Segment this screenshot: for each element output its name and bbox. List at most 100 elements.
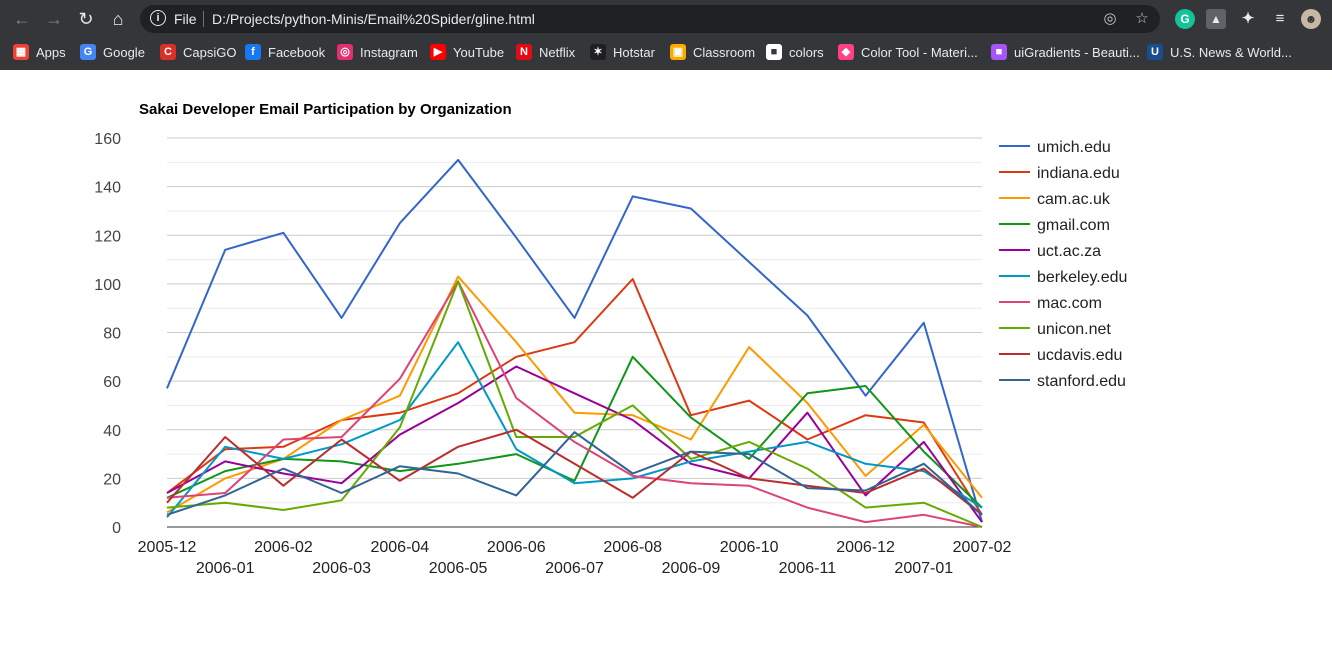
data-point-stanford-edu[interactable]: [688, 449, 694, 455]
data-point-cam-ac-uk[interactable]: [572, 410, 578, 416]
series-line-stanford-edu[interactable]: [166, 431, 983, 516]
series-line-gmail-com[interactable]: [166, 355, 983, 509]
data-point-gmail-com[interactable]: [455, 461, 461, 467]
data-point-berkeley-edu[interactable]: [513, 446, 519, 452]
home-icon[interactable]: ⌂: [112, 8, 124, 29]
media-queue-icon[interactable]: ≡: [1275, 10, 1285, 27]
data-point-mac-com[interactable]: [688, 480, 694, 486]
data-point-umich-edu[interactable]: [164, 385, 170, 391]
data-point-cam-ac-uk[interactable]: [804, 400, 810, 406]
grammarly-icon[interactable]: G: [1175, 9, 1195, 29]
bookmark-capsigo[interactable]: C CapsiGO: [160, 43, 236, 61]
data-point-gmail-com[interactable]: [688, 415, 694, 421]
profile-avatar-icon[interactable]: ☻: [1301, 9, 1321, 29]
data-point-ucdavis-edu[interactable]: [746, 475, 752, 481]
data-point-berkeley-edu[interactable]: [280, 456, 286, 462]
bookmark-classroom[interactable]: ▣ Classroom: [670, 43, 755, 61]
data-point-cam-ac-uk[interactable]: [339, 417, 345, 423]
address-bar[interactable]: i File D:/Projects/python-Minis/Email%20…: [140, 5, 1160, 33]
bookmark-instagram[interactable]: ◎ Instagram: [337, 43, 418, 61]
data-point-uct-ac-za[interactable]: [921, 439, 927, 445]
data-point-gmail-com[interactable]: [863, 383, 869, 389]
data-point-ucdavis-edu[interactable]: [455, 444, 461, 450]
legend-item-uct-ac-za[interactable]: uct.ac.za: [999, 243, 1101, 260]
bookmark-hotstar[interactable]: ✶ Hotstar: [590, 43, 655, 61]
data-point-berkeley-edu[interactable]: [222, 444, 228, 450]
legend-item-mac-com[interactable]: mac.com: [999, 295, 1102, 312]
data-point-umich-edu[interactable]: [746, 259, 752, 265]
data-point-umich-edu[interactable]: [921, 320, 927, 326]
legend-item-gmail-com[interactable]: gmail.com: [999, 217, 1110, 234]
data-point-stanford-edu[interactable]: [455, 471, 461, 477]
data-point-cam-ac-uk[interactable]: [397, 393, 403, 399]
data-point-unicon-net[interactable]: [339, 497, 345, 503]
data-point-cam-ac-uk[interactable]: [921, 422, 927, 428]
data-point-gmail-com[interactable]: [222, 468, 228, 474]
data-point-umich-edu[interactable]: [455, 157, 461, 163]
bookmark-youtube[interactable]: ▶ YouTube: [430, 43, 504, 61]
data-point-indiana-edu[interactable]: [455, 390, 461, 396]
data-point-stanford-edu[interactable]: [280, 466, 286, 472]
data-point-gmail-com[interactable]: [339, 458, 345, 464]
data-point-unicon-net[interactable]: [222, 500, 228, 506]
data-point-stanford-edu[interactable]: [804, 485, 810, 491]
data-point-cam-ac-uk[interactable]: [863, 473, 869, 479]
data-point-mac-com[interactable]: [863, 519, 869, 525]
data-point-umich-edu[interactable]: [804, 312, 810, 318]
data-point-indiana-edu[interactable]: [863, 412, 869, 418]
bookmark-uigradients-beauti[interactable]: ■ uiGradients - Beauti...: [991, 43, 1140, 61]
data-point-indiana-edu[interactable]: [280, 444, 286, 450]
data-point-ucdavis-edu[interactable]: [222, 434, 228, 440]
data-point-gmail-com[interactable]: [630, 354, 636, 360]
data-point-mac-com[interactable]: [746, 483, 752, 489]
data-point-berkeley-edu[interactable]: [572, 480, 578, 486]
data-point-cam-ac-uk[interactable]: [222, 475, 228, 481]
legend-item-cam-ac-uk[interactable]: cam.ac.uk: [999, 191, 1111, 208]
bookmark-facebook[interactable]: f Facebook: [245, 43, 325, 61]
series-line-mac-com[interactable]: [166, 280, 983, 528]
data-point-mac-com[interactable]: [513, 395, 519, 401]
data-point-stanford-edu[interactable]: [746, 451, 752, 457]
data-point-mac-com[interactable]: [921, 512, 927, 518]
data-point-indiana-edu[interactable]: [572, 339, 578, 345]
legend-item-stanford-edu[interactable]: stanford.edu: [999, 373, 1126, 390]
bookmark-google[interactable]: G Google: [80, 43, 145, 61]
data-point-mac-com[interactable]: [804, 505, 810, 511]
data-point-cam-ac-uk[interactable]: [979, 495, 985, 501]
data-point-unicon-net[interactable]: [979, 524, 985, 530]
data-point-umich-edu[interactable]: [222, 247, 228, 253]
data-point-unicon-net[interactable]: [804, 466, 810, 472]
data-point-unicon-net[interactable]: [397, 424, 403, 430]
data-point-ucdavis-edu[interactable]: [572, 461, 578, 467]
series-line-berkeley-edu[interactable]: [166, 341, 983, 518]
back-arrow-icon[interactable]: ←: [13, 8, 31, 29]
data-point-uct-ac-za[interactable]: [455, 400, 461, 406]
data-point-cam-ac-uk[interactable]: [688, 436, 694, 442]
legend-item-ucdavis-edu[interactable]: ucdavis.edu: [999, 347, 1122, 364]
legend-item-unicon-net[interactable]: unicon.net: [999, 321, 1111, 338]
data-point-unicon-net[interactable]: [921, 500, 927, 506]
series-line-cam-ac-uk[interactable]: [166, 275, 983, 514]
data-point-unicon-net[interactable]: [688, 456, 694, 462]
data-point-umich-edu[interactable]: [513, 235, 519, 241]
data-point-umich-edu[interactable]: [630, 193, 636, 199]
series-line-unicon-net[interactable]: [166, 280, 983, 528]
series-line-umich-edu[interactable]: [166, 158, 983, 523]
data-point-umich-edu[interactable]: [339, 315, 345, 321]
legend-item-indiana-edu[interactable]: indiana.edu: [999, 165, 1120, 182]
data-point-stanford-edu[interactable]: [513, 492, 519, 498]
data-point-berkeley-edu[interactable]: [863, 461, 869, 467]
url-text[interactable]: D:/Projects/python-Minis/Email%20Spider/…: [212, 11, 535, 27]
data-point-cam-ac-uk[interactable]: [513, 339, 519, 345]
data-point-mac-com[interactable]: [397, 376, 403, 382]
data-point-stanford-edu[interactable]: [630, 471, 636, 477]
data-point-uct-ac-za[interactable]: [222, 458, 228, 464]
reload-icon[interactable]: ↻: [78, 8, 94, 29]
data-point-uct-ac-za[interactable]: [630, 417, 636, 423]
data-point-stanford-edu[interactable]: [572, 429, 578, 435]
data-point-umich-edu[interactable]: [280, 230, 286, 236]
data-point-indiana-edu[interactable]: [746, 398, 752, 404]
data-point-unicon-net[interactable]: [280, 507, 286, 513]
extensions-puzzle-icon[interactable]: ✦: [1241, 10, 1255, 27]
bookmark-color-tool-materi[interactable]: ◆ Color Tool - Materi...: [838, 43, 978, 61]
